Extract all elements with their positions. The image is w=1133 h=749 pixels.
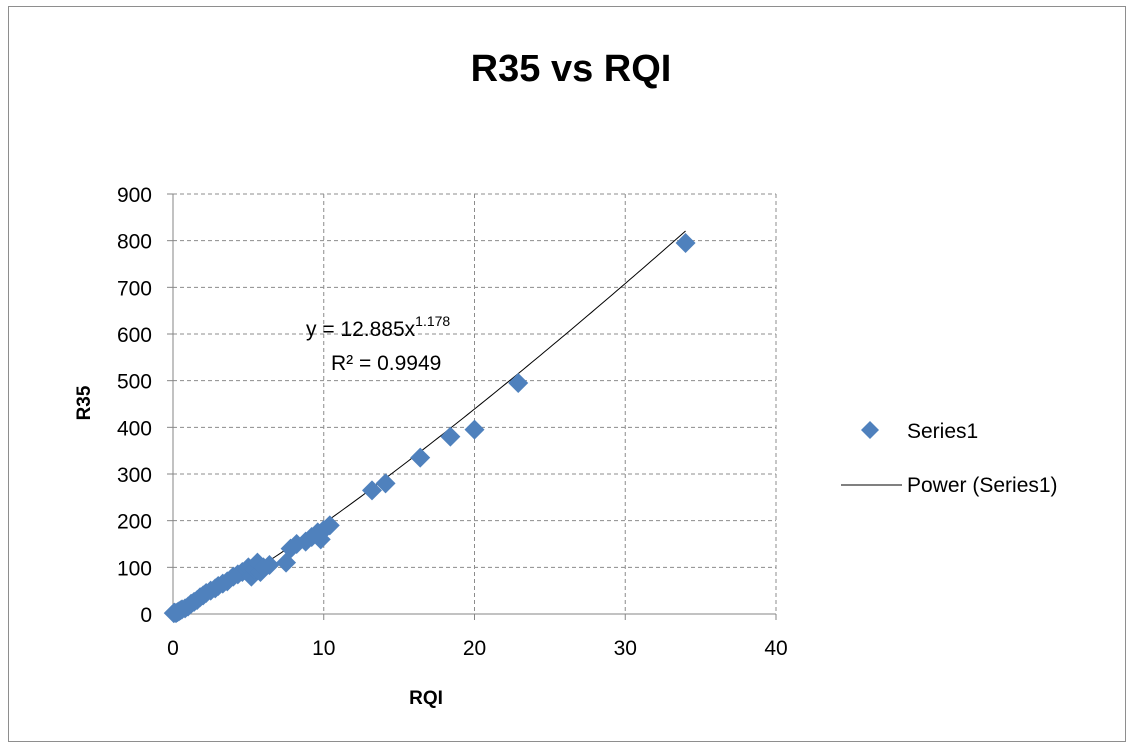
y-tick-label-1: 100 — [117, 557, 152, 580]
data-point — [241, 566, 262, 587]
data-point — [259, 555, 280, 575]
chart-area: R35 vs RQI 0 100 200 300 400 500 600 700 800 900 0… — [8, 6, 1126, 742]
trendline-equation-exponent: 1.178 — [415, 313, 450, 329]
y-tick-label-8: 800 — [117, 231, 152, 254]
x-tick-label-4: 40 — [764, 637, 787, 660]
y-axis-title: R35 — [74, 385, 95, 420]
x-tick-label-3: 30 — [614, 637, 637, 660]
y-tick-label-0: 0 — [140, 604, 152, 627]
data-point — [410, 447, 431, 468]
data-point — [319, 515, 340, 536]
chart-title: R35 vs RQI — [471, 48, 672, 90]
x-tick-label-1: 10 — [312, 637, 335, 660]
data-point — [675, 233, 696, 253]
data-point — [440, 426, 461, 447]
power-trendline — [172, 230, 686, 615]
legend-series-label: Series1 — [907, 420, 978, 443]
trendline-layer — [172, 230, 686, 615]
y-tick-label-9: 900 — [117, 184, 152, 207]
data-point — [361, 480, 382, 501]
legend-diamond-marker — [861, 421, 879, 439]
trendline-equation-base: y = 12.885x — [306, 318, 416, 341]
y-tick-label-3: 300 — [117, 464, 152, 487]
chart-svg: R35 vs RQI 01002003004005006007008009000… — [74, 48, 1058, 709]
legend: Series1 Power (Series1) — [841, 420, 1058, 497]
trendline-r2: R² = 0.9949 — [331, 352, 441, 375]
legend-trendline-label: Power (Series1) — [907, 474, 1058, 497]
data-point — [375, 473, 396, 494]
grid-layer — [173, 193, 777, 614]
trendline-equation: y = 12.885x1.178 — [306, 313, 450, 341]
x-tick-label-0: 0 — [167, 637, 179, 660]
x-tick-label-2: 20 — [463, 637, 486, 660]
axis-layer: 0 100 200 300 400 500 600 700 800 900 0 10 20 30 40 — [117, 184, 788, 660]
x-axis-title: RQI — [409, 688, 443, 709]
y-tick-label-2: 200 — [117, 511, 152, 534]
y-tick-label-5: 500 — [117, 371, 152, 394]
point-layer — [163, 233, 696, 624]
data-point — [464, 419, 485, 440]
y-tick-label-7: 700 — [117, 277, 152, 300]
data-point — [508, 373, 529, 393]
data-point — [247, 552, 268, 573]
y-tick-label-6: 600 — [117, 324, 152, 347]
y-tick-label-4: 400 — [117, 417, 152, 440]
